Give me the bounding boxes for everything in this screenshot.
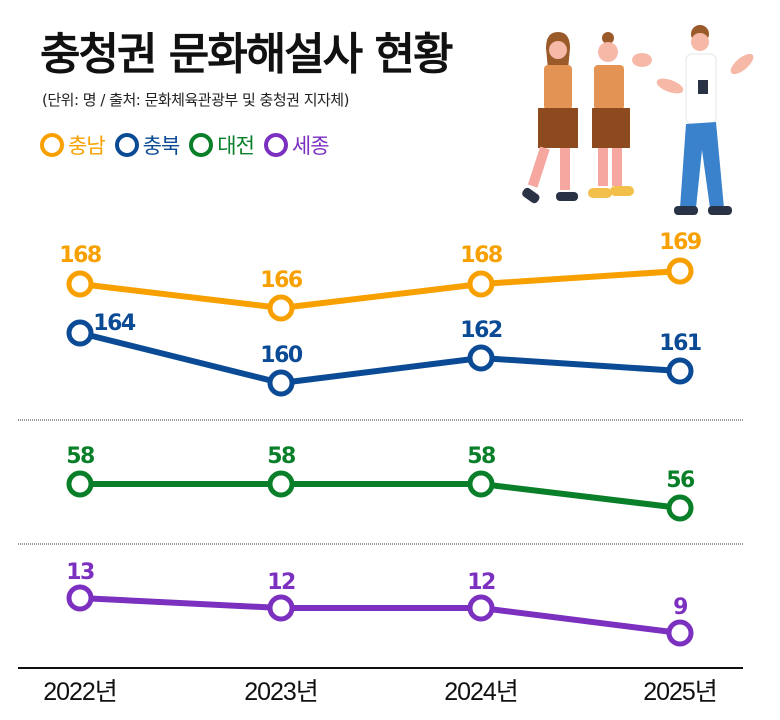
legend-label: 충남	[68, 134, 106, 158]
x-tick-label: 2024년	[444, 678, 518, 706]
legend: 충남 충북 대전 세종	[40, 130, 330, 160]
legend-ring-icon	[40, 133, 64, 157]
data-point	[267, 470, 295, 498]
data-point	[267, 369, 295, 397]
data-point	[467, 594, 495, 622]
data-label: 58	[267, 444, 295, 469]
data-label: 9	[673, 595, 687, 620]
data-point	[467, 344, 495, 372]
data-label: 166	[260, 268, 303, 293]
legend-item-chungnam: 충남	[40, 130, 106, 160]
legend-label: 충북	[142, 134, 181, 158]
data-point	[666, 257, 694, 285]
series-daejeon: 58 58 58 56	[66, 444, 696, 522]
data-label: 164	[93, 311, 136, 336]
data-label: 160	[260, 343, 303, 368]
data-label: 58	[467, 444, 495, 469]
data-label: 58	[66, 444, 94, 469]
legend-label: 대전	[217, 134, 255, 158]
legend-ring-icon	[189, 133, 214, 157]
data-point	[666, 357, 694, 385]
data-label: 12	[467, 570, 495, 595]
chart-title: 충청권 문화해설사 현황	[40, 29, 453, 80]
legend-item-daejeon: 대전	[189, 130, 255, 160]
series-sejong: 13 12 12 9	[66, 560, 694, 647]
data-label: 56	[666, 468, 695, 493]
chart-subtitle: (단위: 명 / 출처: 문화체육관광부 및 충청권 지자체)	[42, 91, 349, 109]
student-girl-icon	[522, 32, 578, 204]
data-point	[66, 270, 94, 298]
data-point	[267, 294, 295, 322]
data-label: 13	[66, 560, 94, 585]
x-tick-label: 2023년	[244, 678, 318, 706]
series-chungnam: 168 166 168 169	[59, 230, 702, 322]
legend-label: 세종	[291, 134, 330, 158]
student-girl-icon	[588, 32, 652, 198]
tour-guide-icon	[656, 25, 754, 215]
data-point	[666, 494, 694, 522]
data-point	[66, 584, 94, 612]
legend-item-sejong: 세종	[263, 130, 330, 160]
data-label: 162	[460, 318, 502, 343]
data-label: 168	[460, 243, 502, 268]
data-label: 168	[59, 243, 101, 268]
data-label: 169	[659, 230, 701, 255]
data-point	[467, 470, 495, 498]
data-point	[467, 270, 495, 298]
series-chungbuk: 164 160 162 161	[66, 311, 702, 397]
data-point	[66, 319, 94, 347]
data-label: 12	[267, 570, 295, 595]
x-tick-label: 2025년	[643, 678, 717, 706]
legend-ring-icon	[263, 133, 288, 157]
data-point	[267, 594, 295, 622]
legend-item-chungbuk: 충북	[114, 130, 181, 160]
data-point	[666, 619, 694, 647]
data-label: 161	[659, 331, 701, 356]
x-tick-label: 2022년	[43, 678, 117, 706]
people-illustration	[522, 25, 754, 215]
data-point	[66, 470, 94, 498]
legend-ring-icon	[114, 133, 139, 157]
